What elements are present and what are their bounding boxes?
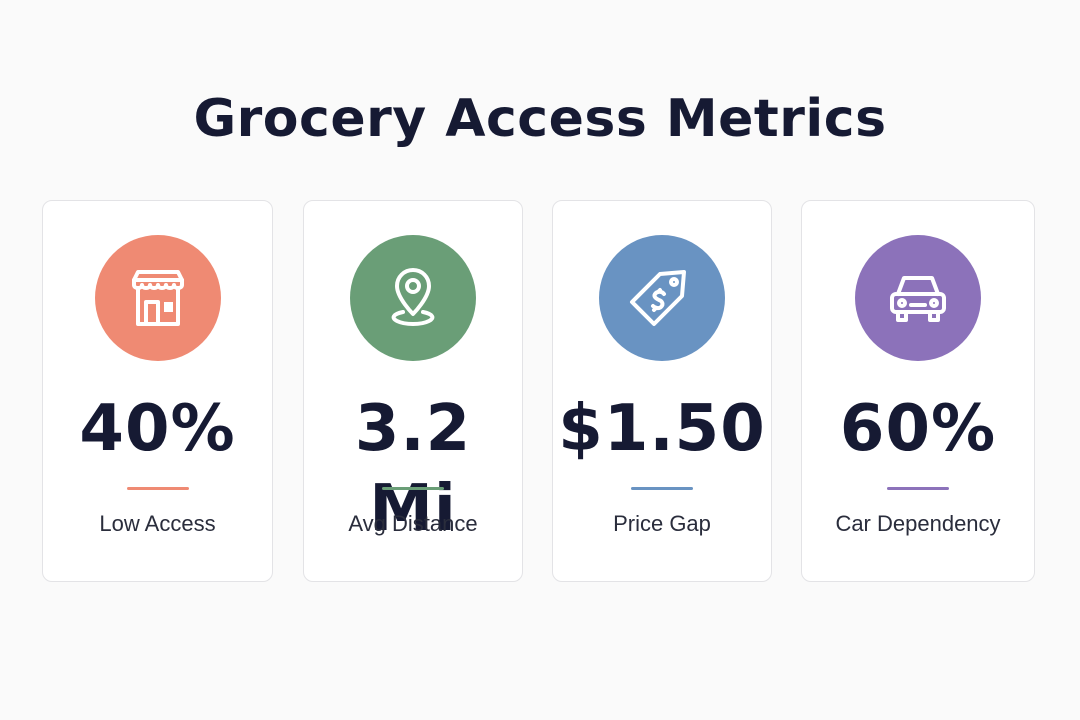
metric-label: Car Dependency <box>835 511 1001 536</box>
metric-value: 40% <box>79 392 236 466</box>
metric-card-low-access: 40% Low Access <box>42 200 273 582</box>
page-title: Grocery Access Metrics <box>193 89 887 149</box>
icon-badge <box>599 235 725 361</box>
price-tag-icon <box>630 270 686 326</box>
icon-badge <box>855 235 981 361</box>
metric-card-avg-distance: 3.2 Mi Avg Distance <box>303 200 523 582</box>
metric-label: Avg Distance <box>348 511 478 536</box>
metric-card-price-gap: $1.50 Price Gap <box>552 200 772 582</box>
metric-label: Price Gap <box>613 511 711 536</box>
location-pin-icon <box>391 268 435 326</box>
metric-value: 60% <box>839 392 997 466</box>
car-icon <box>890 276 946 322</box>
metric-divider <box>126 487 189 490</box>
storefront-icon <box>131 270 184 326</box>
metric-value: $1.50 <box>558 392 766 466</box>
metric-card-car-dependency: 60% Car Dependency <box>801 200 1035 582</box>
metric-label: Low Access <box>99 511 216 536</box>
metric-divider <box>382 487 444 490</box>
metric-divider <box>887 487 949 490</box>
icon-badge <box>94 235 221 361</box>
metric-divider <box>631 487 693 490</box>
icon-badge <box>350 235 476 361</box>
metric-value: 3.2 Mi <box>354 392 472 546</box>
